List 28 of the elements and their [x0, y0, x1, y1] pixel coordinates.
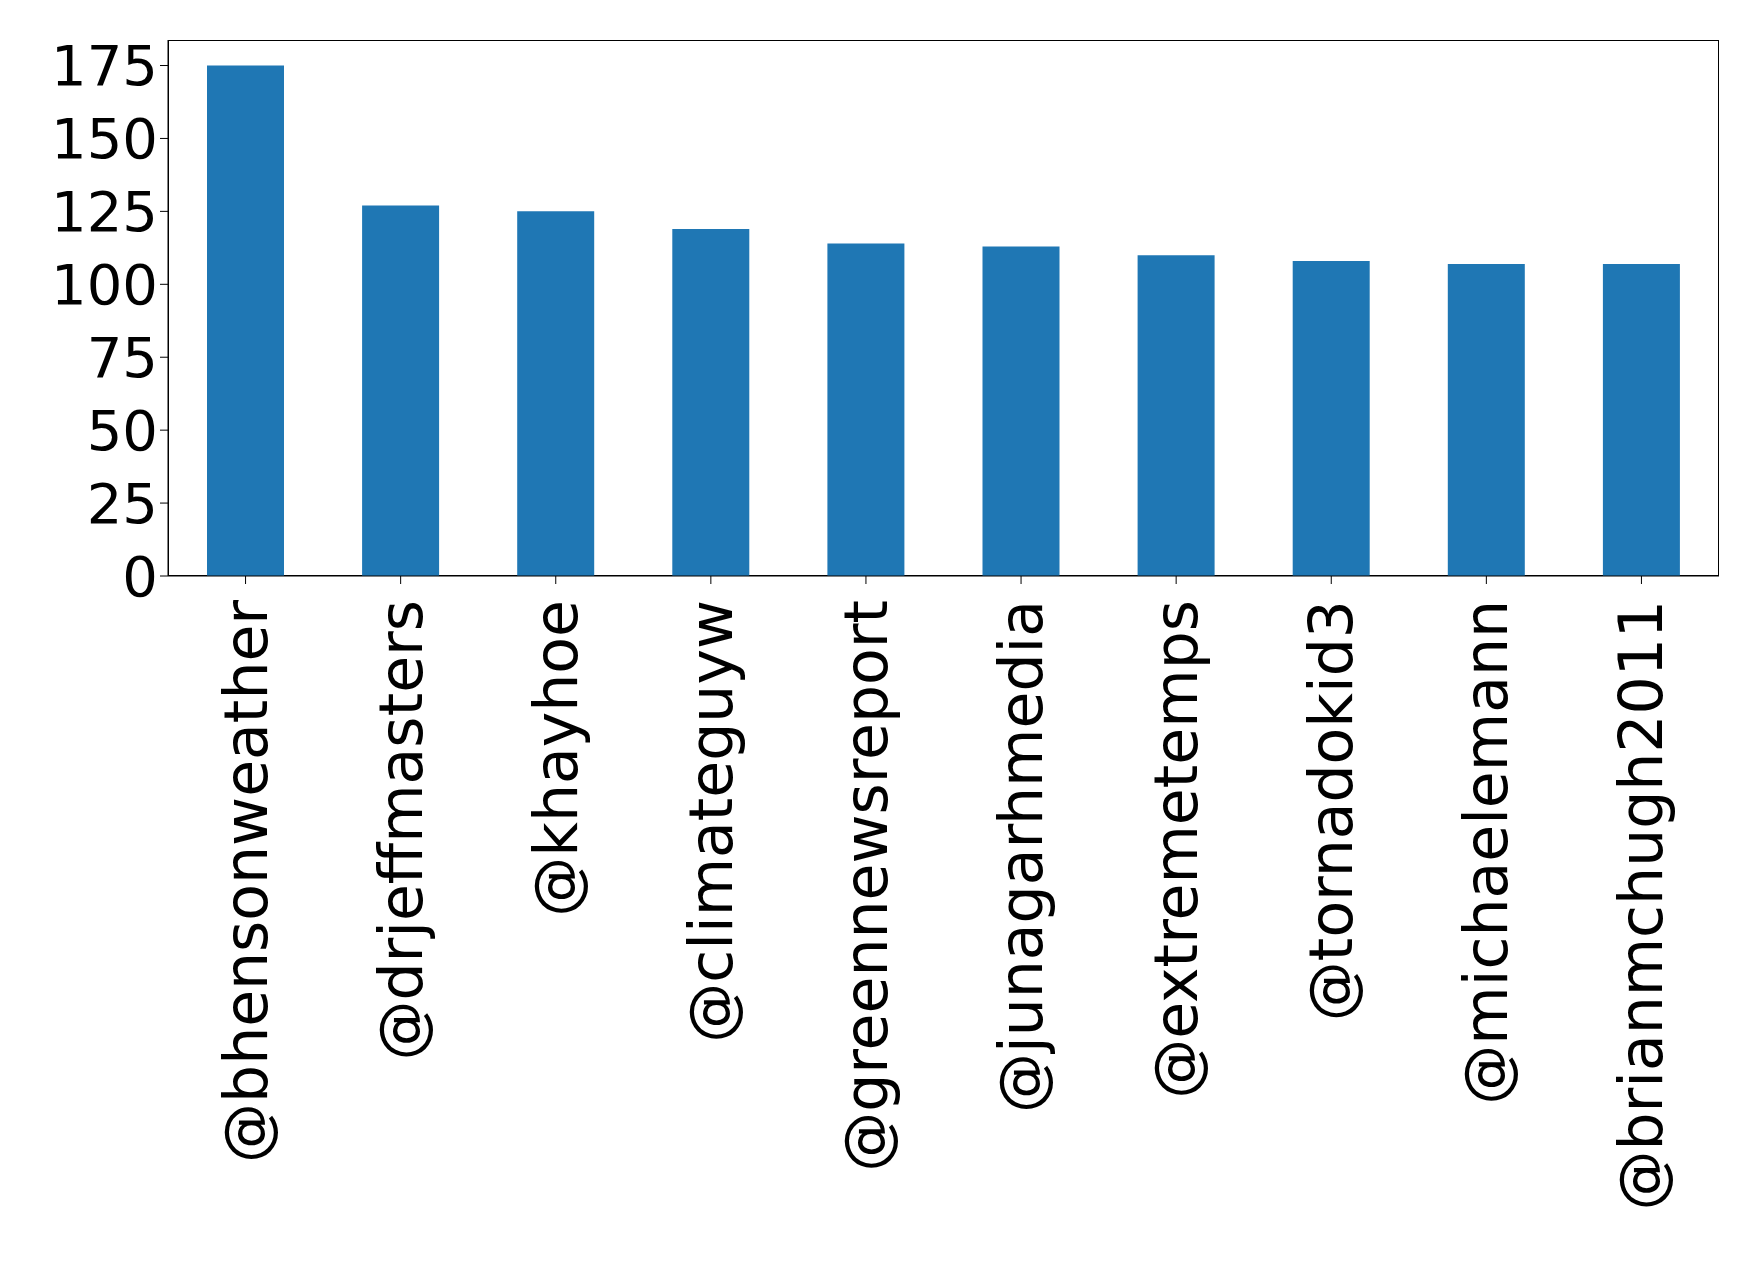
y-tick-label: 125: [51, 179, 158, 245]
x-tick-label: @drjeffmasters: [365, 600, 436, 1061]
bar: [982, 246, 1060, 576]
x-tick-label: @khayhoe: [520, 600, 591, 917]
bar: [1137, 255, 1215, 576]
bar: [1602, 263, 1680, 576]
bar: [517, 211, 595, 576]
x-tick-label: @tornadokid3: [1296, 600, 1367, 1022]
y-tick-label: 0: [122, 543, 158, 609]
y-tick-label: 50: [86, 398, 158, 464]
bar: [207, 65, 284, 576]
x-tick-label: @junagarhmedia: [986, 600, 1057, 1113]
y-tick-label: 100: [51, 252, 158, 318]
bar: [672, 228, 750, 576]
x-tick-label: @bhensonweather: [210, 599, 281, 1163]
y-tick-label: 75: [86, 325, 158, 391]
x-tick-label: @climateguyw: [675, 600, 746, 1043]
bar: [362, 205, 440, 576]
x-tick-label: @michaelemann: [1451, 600, 1522, 1105]
y-tick-label: 25: [86, 470, 158, 536]
x-tick-label: @greennewsreport: [830, 600, 901, 1172]
y-tick-label: 175: [51, 33, 158, 99]
bar: [1447, 263, 1525, 576]
x-tick-label: @brianmchugh2011: [1606, 600, 1677, 1211]
bar: [827, 243, 905, 576]
bar: [1292, 260, 1370, 576]
y-tick-label: 150: [51, 106, 158, 172]
x-tick-label: @extremetemps: [1141, 600, 1212, 1099]
